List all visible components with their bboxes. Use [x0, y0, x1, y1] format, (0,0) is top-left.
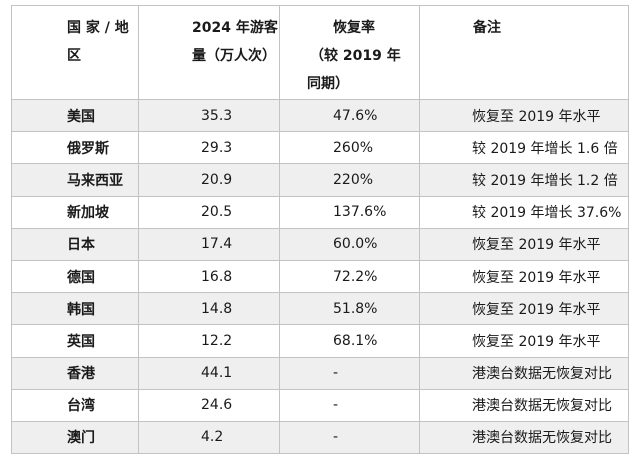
table-row: 韩国 14.8 51.8% 恢复至 2019 年水平 [11, 292, 629, 326]
cell-note: 恢复至 2019 年水平 [419, 227, 629, 261]
cell-note: 较 2019 年增长 37.6% [419, 195, 629, 229]
table-row: 俄罗斯 29.3 260% 较 2019 年增长 1.6 倍 [11, 131, 629, 165]
table-row: 英国 12.2 68.1% 恢复至 2019 年水平 [11, 324, 629, 358]
cell-visitors: 14.8 [138, 292, 280, 326]
cell-recovery: - [279, 356, 420, 390]
cell-country: 德国 [11, 259, 139, 294]
table-row: 台湾 24.6 - 港澳台数据无恢复对比 [11, 388, 629, 422]
cell-recovery: 68.1% [279, 324, 420, 358]
header-cell-recovery: 恢复率 （较 2019 年 同期） [279, 5, 420, 100]
tourism-recovery-table: 国 家 / 地 区 2024 年游客 量（万人次） 恢复率 （较 2019 年 … [11, 5, 629, 455]
table-row: 澳门 4.2 - 港澳台数据无恢复对比 [11, 420, 629, 455]
cell-country: 马来西亚 [11, 163, 139, 197]
cell-country: 韩国 [11, 292, 139, 326]
cell-recovery: 47.6% [279, 98, 420, 133]
table-row: 香港 44.1 - 港澳台数据无恢复对比 [11, 356, 629, 390]
cell-note: 恢复至 2019 年水平 [419, 324, 629, 358]
cell-note: 较 2019 年增长 1.2 倍 [419, 163, 629, 197]
table-row: 日本 17.4 60.0% 恢复至 2019 年水平 [11, 227, 629, 261]
cell-visitors: 17.4 [138, 227, 280, 261]
header-country-line-1: 国 家 / 地 [67, 20, 129, 36]
cell-visitors: 29.3 [138, 131, 280, 165]
cell-visitors: 20.9 [138, 163, 280, 197]
header-country-line-2: 区 [67, 48, 81, 64]
cell-country: 俄罗斯 [11, 131, 139, 165]
cell-note: 恢复至 2019 年水平 [419, 259, 629, 294]
cell-country: 新加坡 [11, 195, 139, 229]
cell-country: 日本 [11, 227, 139, 261]
cell-country: 香港 [11, 356, 139, 390]
header-recovery-line-3: 同期） [307, 76, 349, 92]
cell-visitors: 20.5 [138, 195, 280, 229]
header-cell-note: 备注 [419, 5, 629, 100]
cell-country: 美国 [11, 98, 139, 133]
cell-note: 恢复至 2019 年水平 [419, 98, 629, 133]
cell-country: 澳门 [11, 420, 139, 455]
header-recovery-line-1: 恢复率 [333, 20, 375, 36]
table-row: 德国 16.8 72.2% 恢复至 2019 年水平 [11, 259, 629, 294]
cell-visitors: 4.2 [138, 420, 280, 455]
header-visitors-line-1: 2024 年游客 [192, 20, 278, 36]
header-visitors-line-2: 量（万人次） [192, 48, 276, 64]
header-recovery-line-2: （较 2019 年 [310, 48, 401, 64]
cell-recovery: - [279, 420, 420, 455]
cell-visitors: 12.2 [138, 324, 280, 358]
cell-note: 港澳台数据无恢复对比 [419, 420, 629, 455]
cell-country: 英国 [11, 324, 139, 358]
cell-note: 恢复至 2019 年水平 [419, 292, 629, 326]
cell-visitors: 16.8 [138, 259, 280, 294]
table-row: 美国 35.3 47.6% 恢复至 2019 年水平 [11, 98, 629, 133]
cell-visitors: 44.1 [138, 356, 280, 390]
cell-recovery: 72.2% [279, 259, 420, 294]
cell-note: 港澳台数据无恢复对比 [419, 388, 629, 422]
cell-visitors: 35.3 [138, 98, 280, 133]
cell-recovery: 260% [279, 131, 420, 165]
cell-note: 港澳台数据无恢复对比 [419, 356, 629, 390]
header-note-line-1: 备注 [473, 20, 501, 36]
table-row: 马来西亚 20.9 220% 较 2019 年增长 1.2 倍 [11, 163, 629, 197]
header-cell-visitors: 2024 年游客 量（万人次） [138, 5, 280, 100]
cell-recovery: - [279, 388, 420, 422]
cell-recovery: 60.0% [279, 227, 420, 261]
cell-visitors: 24.6 [138, 388, 280, 422]
cell-country: 台湾 [11, 388, 139, 422]
cell-recovery: 220% [279, 163, 420, 197]
cell-note: 较 2019 年增长 1.6 倍 [419, 131, 629, 165]
cell-recovery: 51.8% [279, 292, 420, 326]
table-header-row: 国 家 / 地 区 2024 年游客 量（万人次） 恢复率 （较 2019 年 … [11, 5, 629, 100]
header-cell-country: 国 家 / 地 区 [11, 5, 139, 100]
cell-recovery: 137.6% [279, 195, 420, 229]
table-row: 新加坡 20.5 137.6% 较 2019 年增长 37.6% [11, 195, 629, 229]
